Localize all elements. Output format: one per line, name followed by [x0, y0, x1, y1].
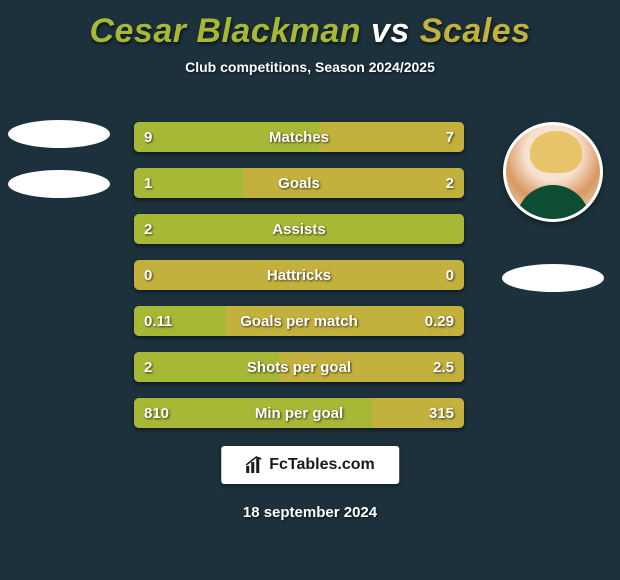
stat-value-left: 0	[144, 260, 152, 290]
stat-bar-row: 22.5Shots per goal	[134, 352, 464, 382]
stat-value-left: 2	[144, 352, 152, 382]
brand-bars-icon	[245, 456, 263, 474]
stat-bar-row: 2Assists	[134, 214, 464, 244]
stat-value-right: 0	[446, 260, 454, 290]
stat-value-right: 2.5	[433, 352, 454, 382]
stat-bar-left-segment	[134, 398, 372, 428]
stat-value-left: 2	[144, 214, 152, 244]
stat-bar-row: 12Goals	[134, 168, 464, 198]
player-right-column	[500, 122, 606, 292]
stat-value-left: 0.11	[144, 306, 172, 336]
placeholder-oval	[502, 264, 604, 292]
stat-bar-row: 97Matches	[134, 122, 464, 152]
title-right: Scales	[420, 12, 531, 50]
subtitle: Club competitions, Season 2024/2025	[0, 59, 620, 75]
stat-bar-right-segment	[243, 168, 464, 198]
brand-badge: FcTables.com	[221, 446, 399, 484]
stat-value-right: 2	[446, 168, 454, 198]
title-vs: vs	[371, 12, 420, 50]
page-title: Cesar Blackman vs Scales	[0, 0, 620, 51]
stat-bar-row: 0 0Hattricks	[134, 260, 464, 290]
stat-bar-left-segment	[134, 122, 319, 152]
placeholder-oval	[8, 120, 110, 148]
player-right-avatar	[503, 122, 603, 222]
stat-label: Hattricks	[134, 260, 464, 290]
date-text: 18 september 2024	[0, 504, 620, 521]
stat-value-right: 7	[446, 122, 454, 152]
stat-value-left: 810	[144, 398, 169, 428]
player-left-placeholder	[8, 120, 110, 220]
stat-bar-right-segment	[319, 122, 464, 152]
placeholder-oval	[8, 170, 110, 198]
stat-bar-row: 810315Min per goal	[134, 398, 464, 428]
comparison-bars: 97Matches12Goals2Assists00Hattricks0.110…	[134, 122, 464, 444]
stat-value-right: 0.29	[425, 306, 454, 336]
stat-bar-row: 0.110.29Goals per match	[134, 306, 464, 336]
brand-text: FcTables.com	[269, 456, 375, 474]
title-left: Cesar Blackman	[89, 12, 371, 50]
stat-value-left: 9	[144, 122, 152, 152]
stat-value-right: 315	[429, 398, 454, 428]
stat-bar-left-segment	[134, 214, 464, 244]
stat-value-left: 1	[144, 168, 152, 198]
stat-bar-left-segment	[134, 352, 279, 382]
